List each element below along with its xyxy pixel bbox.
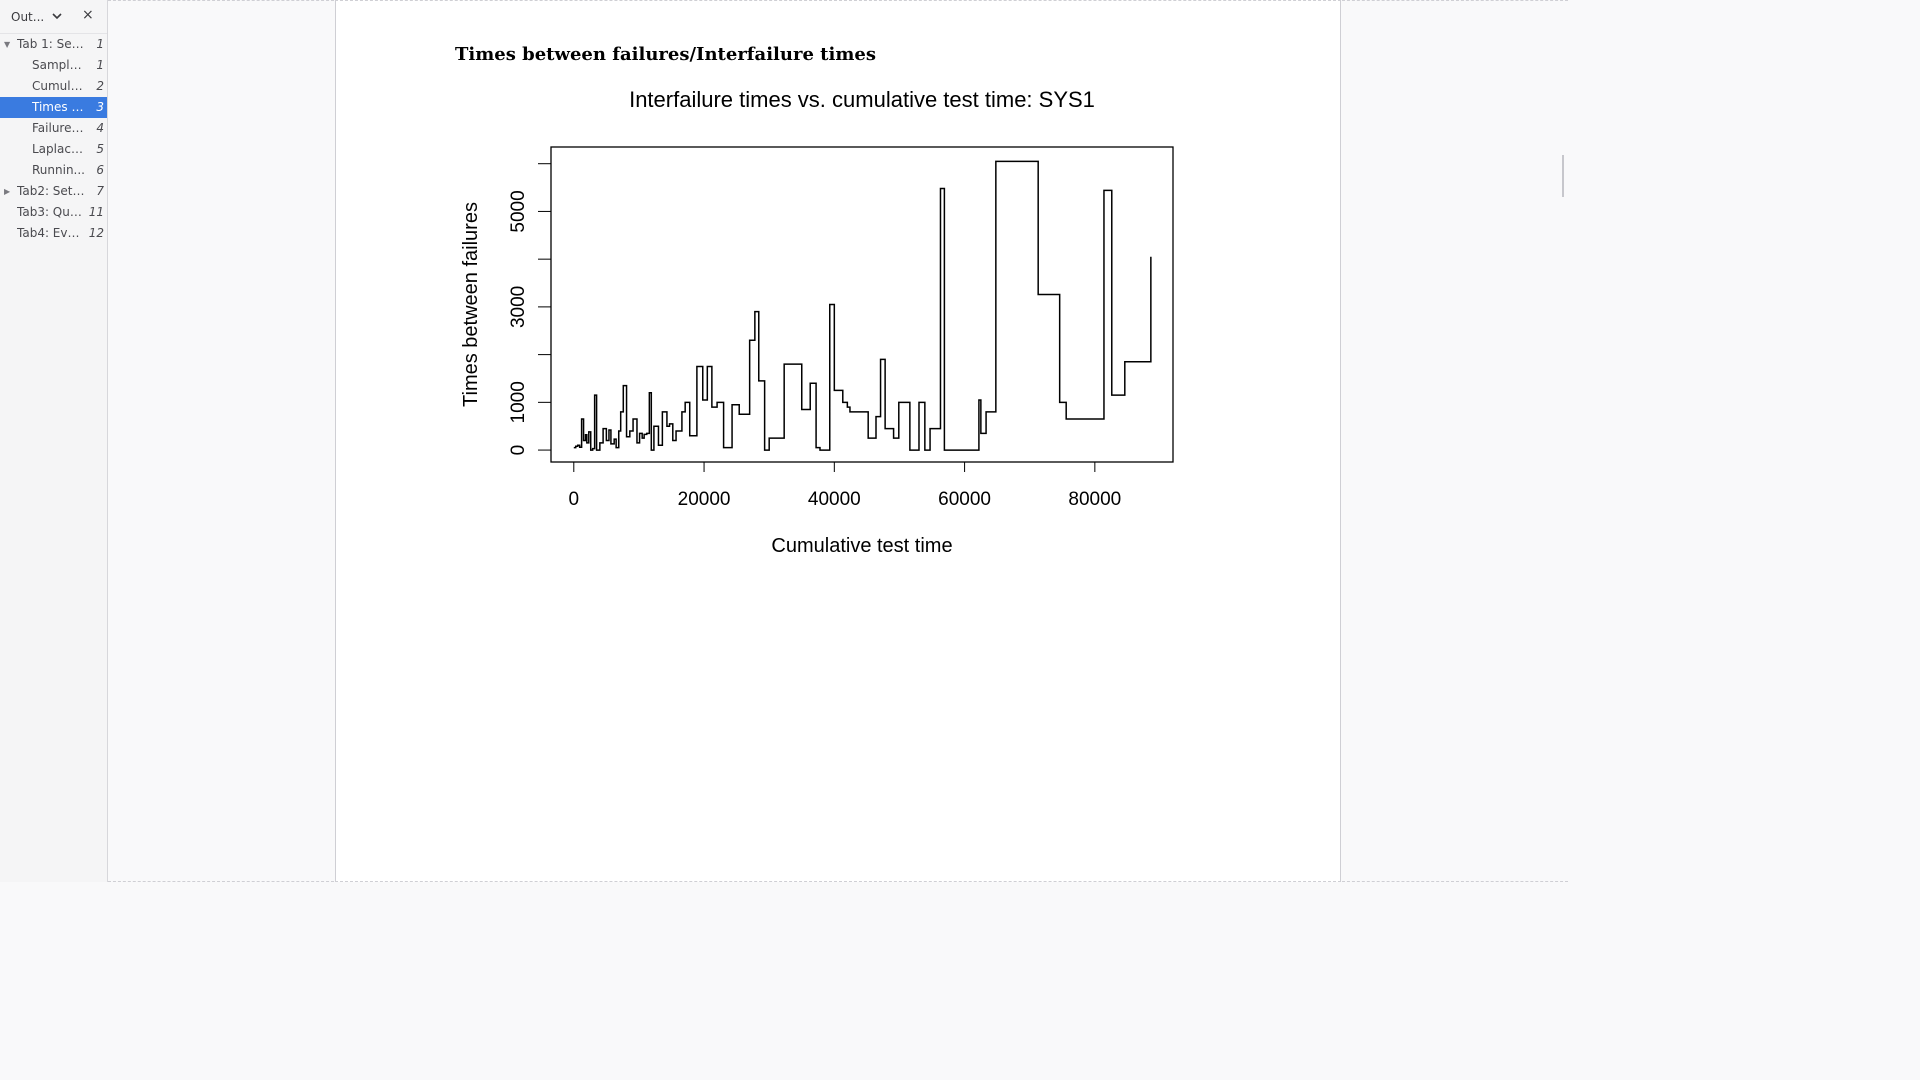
outline-item-label: Tab2: Set ... bbox=[17, 184, 85, 198]
x-axis-label: Cumulative test time bbox=[771, 535, 952, 557]
x-tick-label: 80000 bbox=[1068, 489, 1121, 510]
outline-item[interactable]: Times b... 3 bbox=[0, 97, 107, 118]
outline-item-label: Runnin... bbox=[32, 163, 85, 177]
outline-item[interactable]: ▶ Tab2: Set ... 7 bbox=[0, 181, 107, 202]
sidebar-title[interactable]: Out... bbox=[11, 10, 45, 24]
y-tick-label: 1000 bbox=[508, 381, 529, 423]
outline-item[interactable]: Failure i... 4 bbox=[0, 118, 107, 139]
outline-item-page: 3 bbox=[96, 100, 104, 114]
outline-item-page: 7 bbox=[96, 184, 104, 198]
triangle-down-icon[interactable]: ▼ bbox=[4, 40, 11, 49]
outline-item[interactable]: Tab3: Quer... 11 bbox=[0, 202, 107, 223]
outline-item-label: Laplace... bbox=[32, 142, 86, 156]
outline-item-label: Tab3: Quer... bbox=[17, 205, 85, 219]
outline-item-label: Sample ... bbox=[32, 58, 86, 72]
outline-item[interactable]: Laplace... 5 bbox=[0, 139, 107, 160]
outline-item-label: Tab4: Eval... bbox=[17, 226, 85, 240]
outline-item-page: 12 bbox=[88, 226, 104, 240]
outline-item-label: Cumula... bbox=[32, 79, 86, 93]
chart-title: Interfailure times vs. cumulative test t… bbox=[629, 87, 1095, 112]
outline-item[interactable]: ▼ Tab 1: Sele... 1 bbox=[0, 34, 107, 55]
x-tick-label: 20000 bbox=[678, 489, 731, 510]
y-tick-label: 5000 bbox=[508, 190, 529, 232]
outline-item-page: 6 bbox=[96, 163, 104, 177]
viewer-margin-right bbox=[1342, 0, 1568, 882]
x-tick-label: 0 bbox=[569, 489, 580, 510]
outline-item-label: Times b... bbox=[32, 100, 86, 114]
outline-item-page: 4 bbox=[96, 121, 104, 135]
triangle-right-icon[interactable]: ▶ bbox=[4, 187, 11, 196]
series-step-line bbox=[573, 160, 1152, 451]
close-icon[interactable]: × bbox=[82, 7, 94, 23]
sidebar-header: Out... × bbox=[0, 0, 107, 34]
viewer-margin-left bbox=[108, 0, 334, 882]
y-tick-label: 0 bbox=[508, 445, 529, 456]
outline-sidebar: Out... × ▼ Tab 1: Sele... 1 Sample ... 1 Cumu… bbox=[0, 0, 108, 882]
y-tick-label: 3000 bbox=[508, 286, 529, 328]
x-tick-label: 40000 bbox=[808, 489, 861, 510]
outline-item-page: 1 bbox=[96, 37, 104, 51]
outline-item-page: 2 bbox=[96, 79, 104, 93]
chevron-down-icon[interactable] bbox=[50, 9, 64, 23]
outline-item-page: 11 bbox=[88, 205, 104, 219]
interfailure-chart: Interfailure times vs. cumulative test t… bbox=[460, 87, 1174, 557]
document-viewer[interactable]: Times between failures/Interfailure time… bbox=[108, 0, 1568, 882]
y-axis-label: Times between failures bbox=[460, 202, 482, 407]
section-heading: Times between failures/Interfailure time… bbox=[455, 44, 876, 65]
outline-item-page: 1 bbox=[96, 58, 104, 72]
outline-item[interactable]: Cumula... 2 bbox=[0, 76, 107, 97]
outline-item[interactable]: Tab4: Eval... 12 bbox=[0, 223, 107, 244]
scrollbar-thumb[interactable] bbox=[1562, 155, 1564, 197]
outline-item[interactable]: Sample ... 1 bbox=[0, 55, 107, 76]
outline-item-page: 5 bbox=[96, 142, 104, 156]
outline-item[interactable]: Runnin... 6 bbox=[0, 160, 107, 181]
outline-item-label: Failure i... bbox=[32, 121, 86, 135]
outline-item-label: Tab 1: Sele... bbox=[17, 37, 85, 51]
plot-frame bbox=[550, 146, 1174, 463]
outline-tree: ▼ Tab 1: Sele... 1 Sample ... 1 Cumula... 2 Tim… bbox=[0, 34, 107, 244]
document-page: Times between failures/Interfailure time… bbox=[335, 0, 1341, 882]
x-tick-label: 60000 bbox=[938, 489, 991, 510]
